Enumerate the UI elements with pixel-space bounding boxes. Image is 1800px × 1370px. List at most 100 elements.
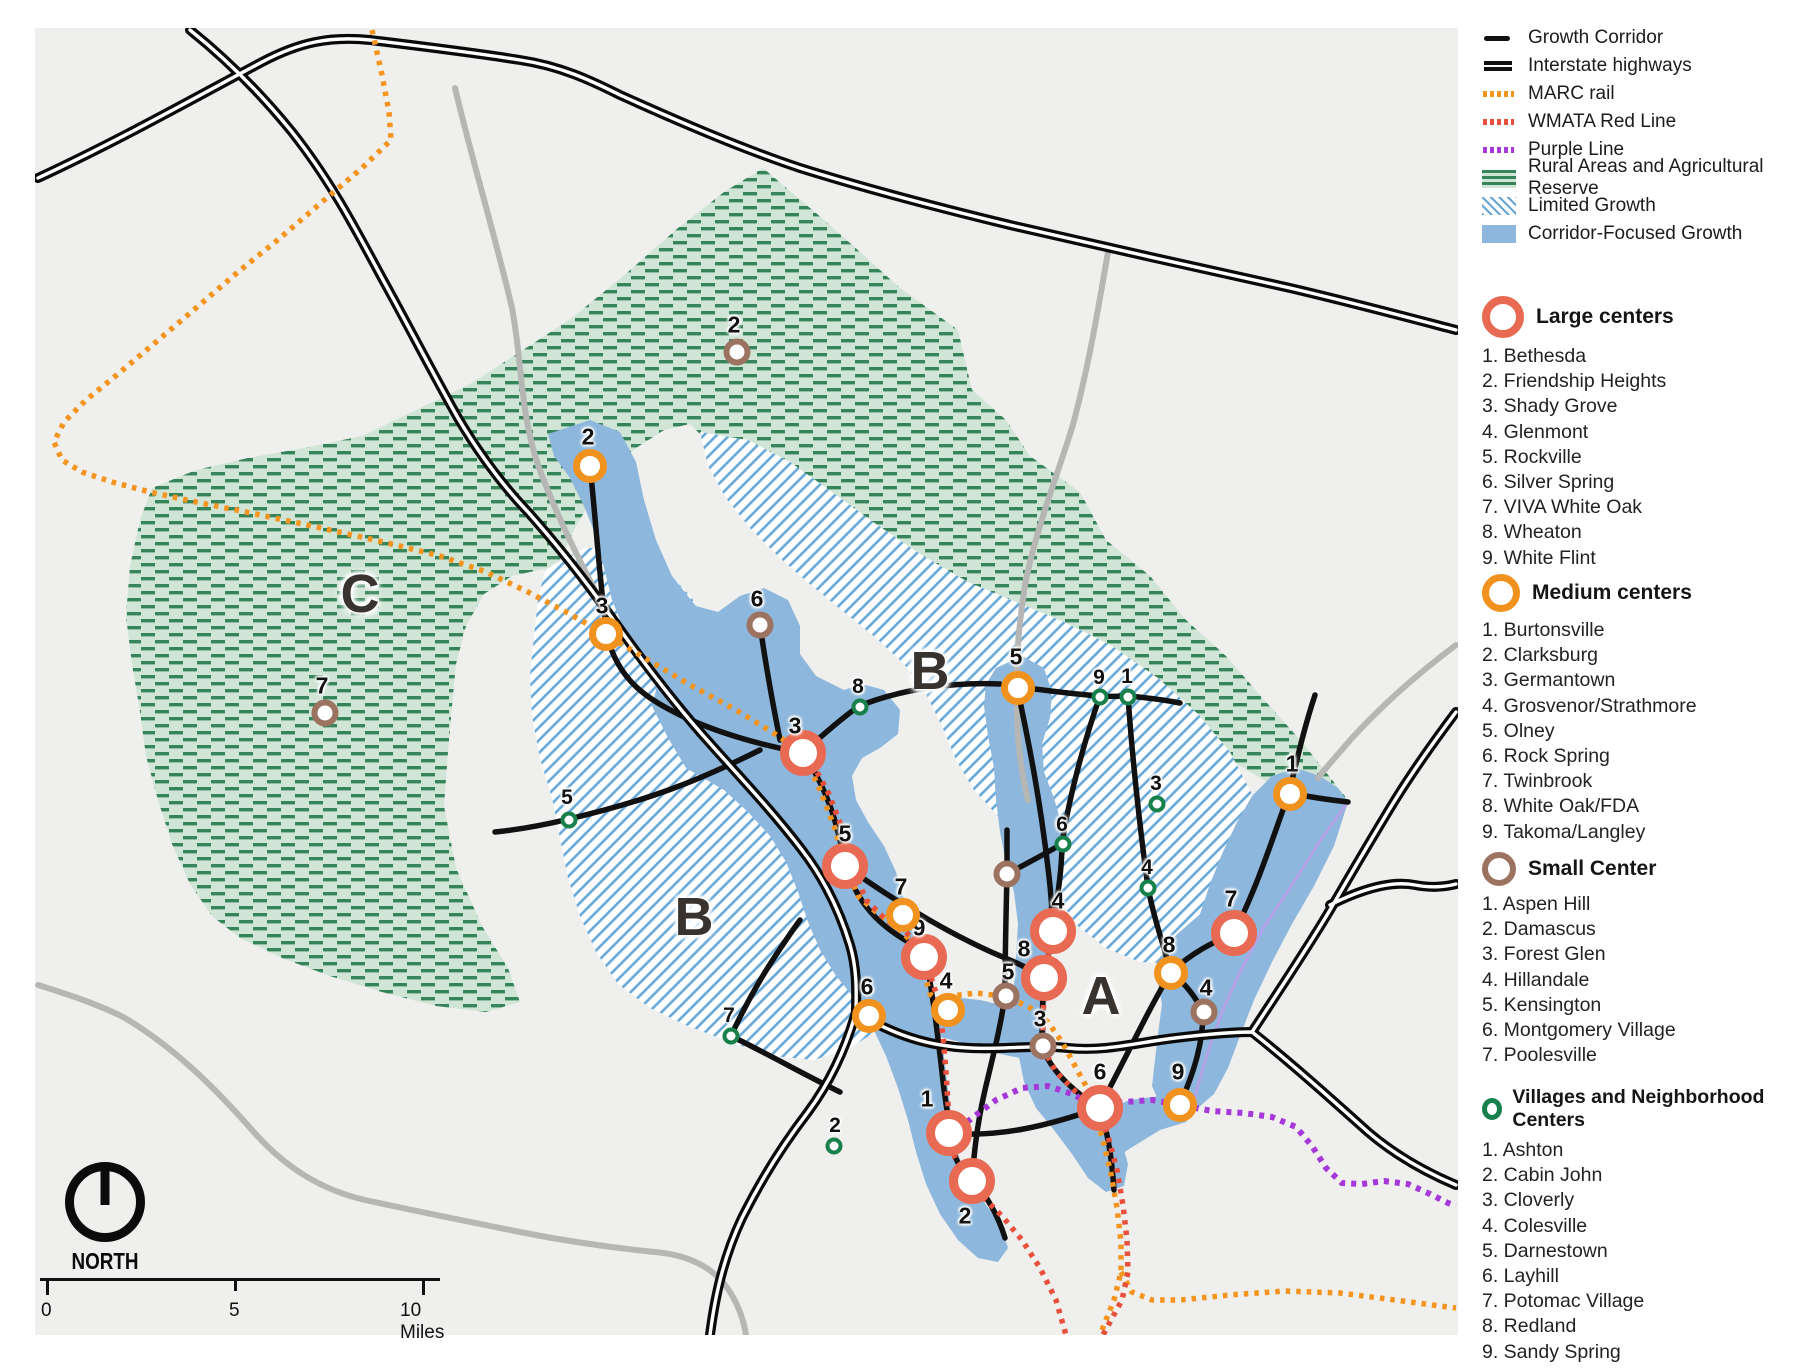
legend-row-limited-growth: Limited Growth [1482,192,1798,220]
medium-center-number: 4 [939,967,953,994]
large-center-marker [1211,910,1257,956]
list-item: 4. Hillandale [1482,968,1590,991]
rural-area-swatch-icon [1482,170,1516,188]
legend-label: Interstate highways [1528,55,1692,76]
large-center-marker [901,934,947,980]
growth-corridor-line-icon [1482,28,1516,48]
list-item: 9. Takoma/Langley [1482,820,1646,843]
list-item: 6. Layhill [1482,1265,1559,1288]
large-center-number: 3 [788,712,802,739]
large-center-marker [822,843,868,889]
medium-center-marker [1163,1088,1197,1122]
north-label: NORTH [71,1248,139,1274]
purple-line-icon [1482,140,1516,160]
village-center-number: 8 [852,675,864,698]
village-center-marker [1054,835,1072,853]
village-center-marker [560,811,578,829]
large-center-number: 1 [920,1085,934,1112]
list-item: 7. Potomac Village [1482,1290,1645,1313]
county-boundary-line [1191,801,1350,1106]
village-center-marker [1139,879,1157,897]
list-item: 7. VIVA White Oak [1482,496,1643,519]
corridor-growth-swatch-icon [1482,225,1516,243]
medium-center-number: 8 [1162,931,1176,958]
scale-bar-line [40,1278,440,1297]
list-item: 3. Forest Glen [1482,943,1606,966]
small-center-number: 4 [1199,974,1213,1001]
large-centers-header: Large centers [1482,296,1798,338]
large-center-number: 6 [1093,1058,1107,1085]
village-center-marker [722,1027,740,1045]
list-item: 5. Rockville [1482,445,1582,468]
scale-10-label: 10 Miles [400,1300,445,1343]
legend-label: MARC rail [1528,83,1615,104]
limited-growth-swatch-icon [1482,197,1516,215]
north-arrow: NORTH [60,1162,150,1275]
limited-growth-west [530,548,888,1060]
small-center-marker [723,338,751,366]
legend-row-growth-corridor: Growth Corridor [1482,24,1798,52]
list-item: 5. Kensington [1482,993,1602,1016]
list-item: 3. Cloverly [1482,1189,1575,1212]
village-center-number: 1 [1121,665,1133,688]
large-center-number: 7 [1224,885,1238,912]
section-title: Large centers [1536,305,1674,328]
large-center-number: 4 [1051,887,1065,914]
small-center-marker [993,860,1021,888]
list-item: 9. White Flint [1482,546,1596,569]
small-centers-section: Small Center 1. Aspen Hill 2. Damascus 3… [1482,852,1798,1068]
wmata-red-line-icon [1482,112,1516,132]
large-center-marker [1030,908,1076,954]
village-center-marker [1148,795,1166,813]
small-center-number: 2 [727,311,741,338]
list-item: 2. Damascus [1482,918,1596,941]
large-center-number: 5 [838,820,852,847]
interstate-line-icon [1482,56,1516,76]
small-center-marker [992,982,1020,1010]
small-center-number: 7 [315,672,329,699]
list-item: 3. Germantown [1482,669,1616,692]
list-item: 5. Olney [1482,719,1555,742]
legend-label: Limited Growth [1528,195,1656,216]
list-item: 8. Wheaton [1482,521,1582,544]
interstate-highways [35,28,1458,1335]
small-centers-header: Small Center [1482,852,1798,886]
legend-row-red-line: WMATA Red Line [1482,108,1798,136]
medium-center-marker [1273,777,1307,811]
marc-rail-line [50,29,1124,1335]
north-arrow-icon [65,1162,145,1242]
medium-centers-header: Medium centers [1482,574,1798,612]
list-item: 1. Burtonsville [1482,619,1605,641]
legend-label: Corridor-Focused Growth [1528,223,1743,244]
list-item: 6. Silver Spring [1482,471,1615,494]
list-item: 2. Clarksburg [1482,644,1598,667]
scale-bar: 0 5 10 Miles [40,1278,444,1343]
legend-row-interstate: Interstate highways [1482,52,1798,80]
medium-center-marker [1154,956,1188,990]
section-title: Villages and Neighborhood Centers [1512,1086,1765,1131]
list-item: 8. White Oak/FDA [1482,795,1640,818]
legend-row-corridor-growth: Corridor-Focused Growth [1482,220,1798,248]
list-item: 5. Darnestown [1482,1239,1608,1262]
medium-center-number: 6 [860,973,874,1000]
large-center-marker [780,730,826,776]
zone-label-c: C [340,564,380,624]
village-center-number: 2 [829,1114,841,1137]
village-center-marker [1091,688,1109,706]
limited-growth-east [700,432,1262,964]
medium-center-marker [931,993,965,1027]
list-item: 4. Glenmont [1482,420,1589,443]
villages-header: Villages and Neighborhood Centers [1482,1086,1798,1132]
zone-label-b: B [674,887,714,947]
village-center-number: 6 [1056,813,1068,836]
legend-label: WMATA Red Line [1528,111,1677,132]
village-center-number: 7 [723,1004,735,1027]
scale-0-label: 0 [41,1300,52,1321]
medium-center-number: 5 [1009,643,1023,670]
section-title: Medium centers [1532,581,1692,604]
list-item: 2. Cabin John [1482,1164,1603,1187]
medium-centers-section: Medium centers 1. Burtonsville 2. Clarks… [1482,574,1798,845]
marc-rail-line-east [1118,1270,1457,1311]
legend-row-purple-line: Purple Line [1482,136,1798,164]
